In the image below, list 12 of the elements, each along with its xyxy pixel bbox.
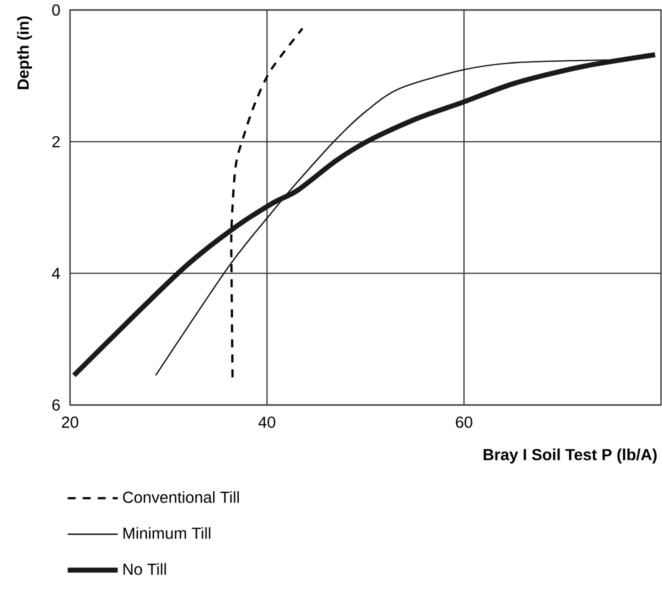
x-axis-title: Bray I Soil Test P (lb/A) <box>484 448 657 464</box>
x-tick-label: 60 <box>456 416 472 428</box>
legend-label: Minimum Till <box>124 527 210 539</box>
x-tick-label: 40 <box>258 416 276 428</box>
legend-label: No Till <box>124 563 166 575</box>
y-tick-label: 6 <box>52 399 60 411</box>
x-tick-label: 20 <box>62 416 78 428</box>
y-tick-label: 0 <box>52 4 60 16</box>
y-tick-label: 2 <box>52 136 60 148</box>
y-tick-label: 4 <box>52 268 60 279</box>
y-axis-title: Depth (in) <box>17 16 32 90</box>
legend-label: Conventional Till <box>123 491 239 503</box>
